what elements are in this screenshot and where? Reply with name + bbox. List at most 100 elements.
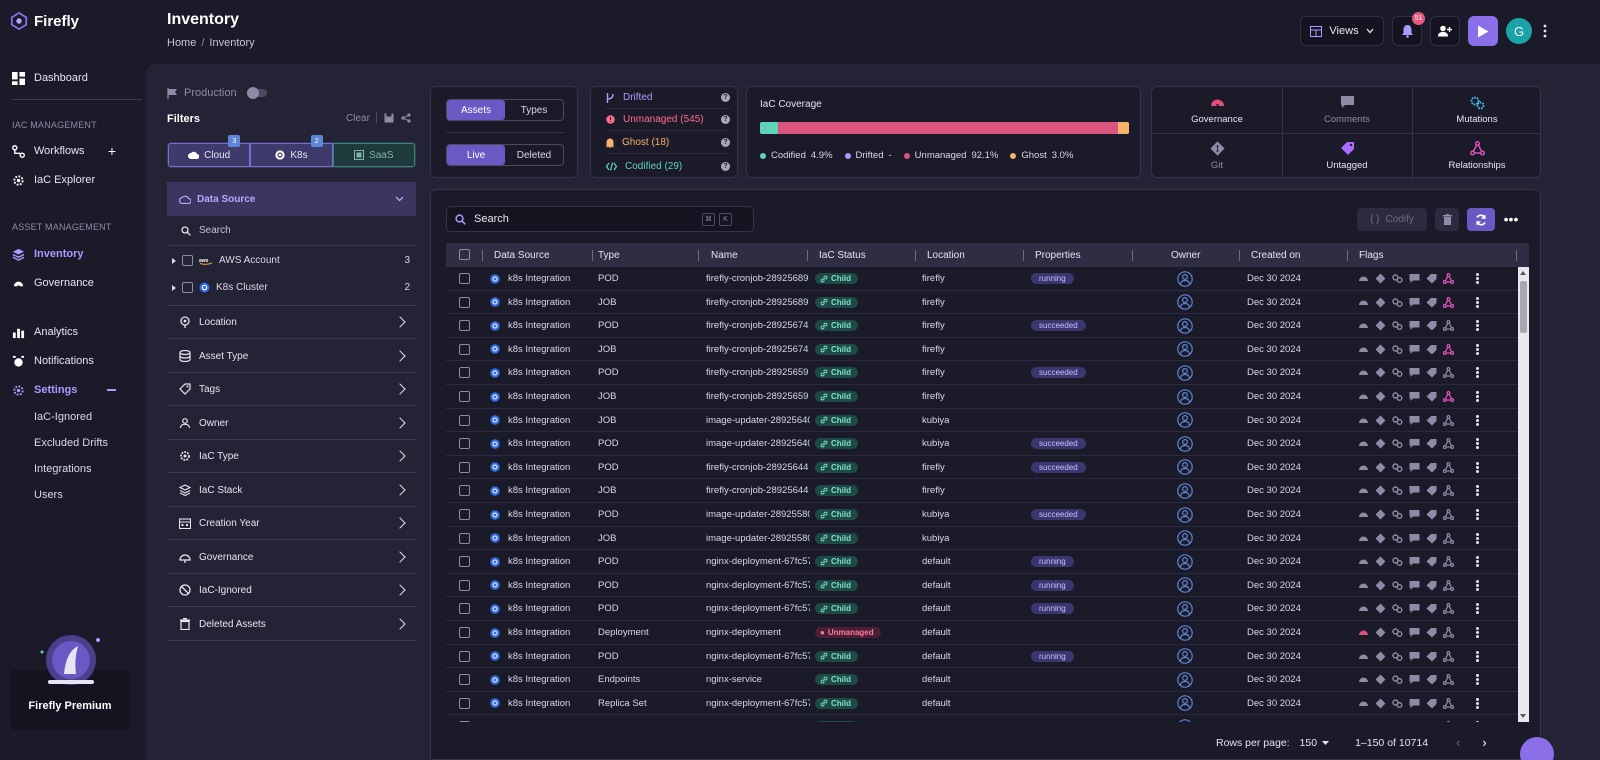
flag-governance[interactable]: Governance: [1152, 87, 1282, 133]
tag-flag-icon[interactable]: [1426, 627, 1437, 638]
row-menu-button[interactable]: [1476, 574, 1479, 597]
nav-settings[interactable]: Settings: [12, 381, 136, 399]
filter-group-asset-type[interactable]: Asset Type: [167, 340, 416, 373]
row-menu-button[interactable]: [1476, 527, 1479, 550]
row-menu-button[interactable]: [1476, 597, 1479, 620]
filter-group-deleted-assets[interactable]: Deleted Assets: [167, 608, 416, 641]
mutations-flag-icon[interactable]: [1392, 556, 1403, 567]
tag-flag-icon[interactable]: [1426, 485, 1437, 496]
cell-owner[interactable]: [1177, 267, 1193, 290]
git-flag-icon[interactable]: [1375, 603, 1386, 614]
git-flag-icon[interactable]: [1375, 721, 1386, 722]
toggle-assets[interactable]: Assets: [447, 100, 505, 120]
git-flag-icon[interactable]: [1375, 674, 1386, 685]
cell-name[interactable]: nginx-deployment-67fc57: [706, 579, 810, 591]
governance-flag-icon[interactable]: [1358, 603, 1369, 614]
nav-governance[interactable]: Governance: [12, 274, 136, 292]
comment-flag-icon[interactable]: [1409, 556, 1420, 567]
data-source-item-aws[interactable]: aws AWS Account 3: [172, 255, 410, 266]
row-checkbox[interactable]: [459, 532, 470, 544]
cell-owner[interactable]: [1177, 550, 1193, 573]
column-divider[interactable]: [482, 250, 483, 261]
table-row[interactable]: k8s Integration Endpoints nginx-service Chi…: [446, 668, 1518, 692]
checkbox[interactable]: [182, 282, 193, 293]
governance-flag-icon[interactable]: [1358, 556, 1369, 567]
comment-flag-icon[interactable]: [1409, 273, 1420, 284]
tag-flag-icon[interactable]: [1426, 438, 1437, 449]
table-row[interactable]: k8s Integration POD image-updater-28925580…: [446, 503, 1518, 527]
cell-name[interactable]: image-updater-28925640: [706, 438, 810, 450]
column-divider[interactable]: [1516, 250, 1517, 261]
status-unmanaged[interactable]: Unmanaged (545) ?: [606, 109, 730, 131]
row-checkbox[interactable]: [459, 627, 470, 638]
cell-name[interactable]: firefly-cronjob-28925644: [706, 485, 809, 497]
column-divider[interactable]: [1239, 250, 1240, 261]
mutations-flag-icon[interactable]: [1392, 674, 1403, 685]
table-row[interactable]: k8s Integration POD firefly-cronjob-289256…: [446, 456, 1518, 480]
filter-group-tags[interactable]: Tags: [167, 373, 416, 406]
flag-untagged[interactable]: Untagged: [1282, 133, 1412, 179]
cell-name[interactable]: firefly-cronjob-28925689: [706, 296, 809, 308]
cell-name[interactable]: nginx-service: [706, 674, 762, 686]
notifications-button[interactable]: [1392, 16, 1422, 46]
cell-owner[interactable]: [1177, 361, 1193, 384]
toggle-deleted[interactable]: Deleted: [516, 149, 552, 161]
cell-owner[interactable]: [1177, 456, 1193, 479]
coverage-segment-codified[interactable]: [760, 122, 779, 134]
cell-owner[interactable]: [1177, 527, 1193, 550]
mutations-flag-icon[interactable]: [1392, 391, 1403, 402]
mutations-flag-icon[interactable]: [1392, 651, 1403, 662]
table-row[interactable]: k8s Integration POD nginx-deployment-67fc5…: [446, 597, 1518, 621]
status-codified[interactable]: Codified (29) ?: [606, 155, 730, 177]
next-page-button[interactable]: ›: [1482, 735, 1487, 750]
row-menu-button[interactable]: [1476, 479, 1479, 502]
settings-collapse-icon[interactable]: [107, 389, 116, 391]
governance-flag-icon[interactable]: [1358, 273, 1369, 284]
cell-owner[interactable]: [1177, 645, 1193, 668]
scroll-thumb[interactable]: [1520, 281, 1527, 333]
cell-name[interactable]: nginx-deployment: [706, 627, 781, 638]
tag-flag-icon[interactable]: [1426, 509, 1437, 520]
toggle-types[interactable]: Types: [520, 104, 548, 116]
relationships-flag-icon[interactable]: [1443, 296, 1454, 308]
comment-flag-icon[interactable]: [1409, 580, 1420, 591]
tag-flag-icon[interactable]: [1426, 533, 1437, 544]
governance-flag-icon[interactable]: [1358, 651, 1369, 662]
git-flag-icon[interactable]: [1375, 651, 1386, 662]
governance-flag-icon[interactable]: [1358, 462, 1369, 473]
governance-flag-icon[interactable]: [1358, 297, 1369, 308]
governance-flag-icon[interactable]: [1358, 674, 1369, 685]
relationships-flag-icon[interactable]: [1443, 391, 1454, 402]
relationships-flag-icon[interactable]: [1443, 579, 1454, 591]
git-flag-icon[interactable]: [1375, 391, 1386, 402]
scroll-up-icon[interactable]: [1520, 271, 1526, 275]
filter-group-iac-type[interactable]: IaC Type: [167, 440, 416, 473]
table-row[interactable]: k8s Integration POD image-updater-28925640…: [446, 432, 1518, 456]
git-flag-icon[interactable]: [1375, 367, 1386, 378]
governance-flag-icon[interactable]: [1358, 438, 1369, 449]
toggle-live[interactable]: Live: [447, 145, 505, 165]
prev-page-button[interactable]: ‹: [1456, 735, 1461, 750]
production-toggle-row[interactable]: Production: [167, 87, 267, 99]
help-icon[interactable]: ?: [721, 115, 730, 124]
filter-group-owner[interactable]: Owner: [167, 407, 416, 440]
comment-flag-icon[interactable]: [1409, 721, 1420, 722]
git-flag-icon[interactable]: [1375, 580, 1386, 591]
tag-flag-icon[interactable]: [1426, 415, 1437, 426]
relationships-flag-icon[interactable]: [1443, 627, 1454, 638]
governance-flag-icon[interactable]: [1358, 391, 1369, 402]
row-menu-button[interactable]: [1476, 409, 1479, 432]
column-header-created-on[interactable]: Created on: [1251, 249, 1301, 261]
relationships-flag-icon[interactable]: [1443, 556, 1454, 568]
mutations-flag-icon[interactable]: [1392, 580, 1403, 591]
row-checkbox[interactable]: [459, 367, 470, 379]
governance-flag-icon[interactable]: [1358, 485, 1369, 496]
table-search[interactable]: ⌘ K: [446, 206, 754, 232]
git-flag-icon[interactable]: [1375, 698, 1386, 709]
flag-relationships[interactable]: Relationships: [1412, 133, 1542, 179]
governance-flag-icon[interactable]: [1358, 533, 1369, 544]
comment-flag-icon[interactable]: [1409, 509, 1420, 520]
tag-flag-icon[interactable]: [1426, 391, 1437, 402]
expand-caret-icon[interactable]: [172, 284, 176, 291]
mutations-flag-icon[interactable]: [1392, 320, 1403, 331]
